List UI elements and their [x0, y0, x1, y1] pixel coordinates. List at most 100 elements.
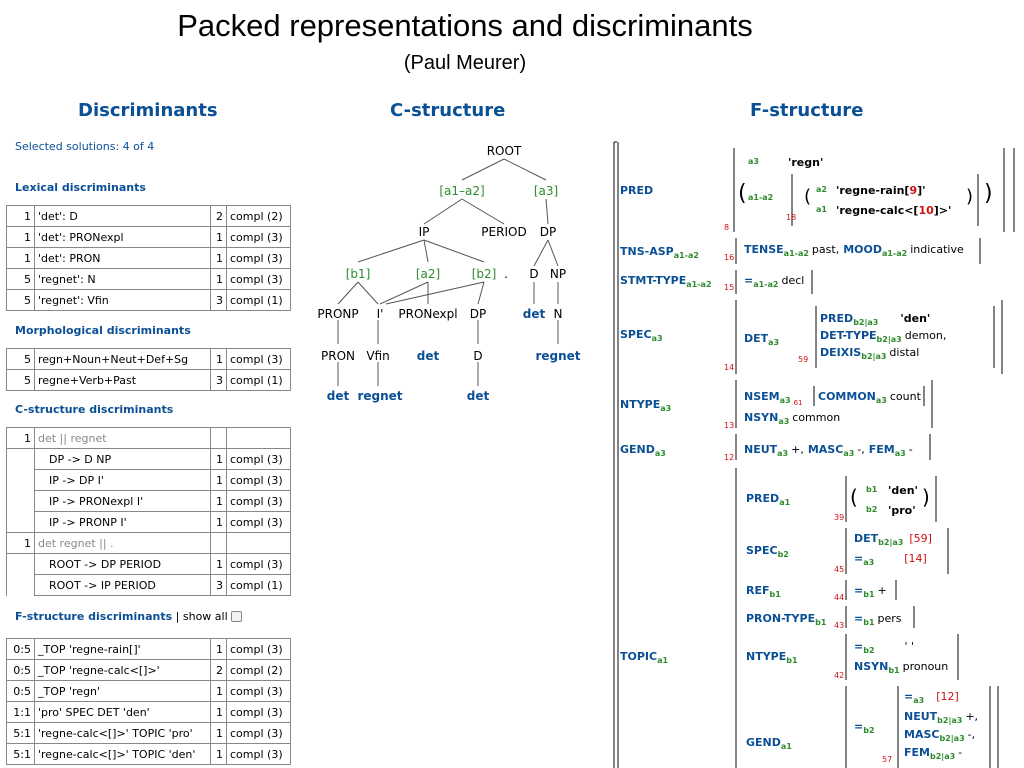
cell-count: 0:5 [6, 659, 35, 681]
cell-num: 1 [210, 701, 227, 723]
table-row[interactable]: 1'det': D 2 compl (2) [6, 205, 291, 227]
fs-spec: SPECa3 [620, 328, 663, 343]
fs-n42: 42 [834, 671, 844, 680]
fs-ntype: NTYPEa3 [620, 398, 671, 413]
fs-nsem: NSEMa3 61 [744, 390, 802, 407]
table-row[interactable]: 1'det': PRONexpl 1 compl (3) [6, 226, 291, 248]
fs-t-ntype: NTYPEb1 [746, 650, 798, 665]
fs-prontype-val: =b1 pers [854, 612, 902, 627]
table-row[interactable]: IP -> DP I' 1 compl (3) [6, 469, 291, 491]
node-dot: . [504, 267, 508, 281]
fs-common: COMMONa3 count [818, 390, 922, 405]
table-row[interactable]: 0:5 _TOP 'regne-calc<[]>' 2 compl (2) [6, 659, 291, 681]
table-row[interactable]: 5:1'regne-calc<[]>' TOPIC 'pro' 1 compl (3… [6, 722, 291, 744]
fs-pred-paren-close: ) [984, 181, 993, 206]
fs-dettype: DET-TYPEb2|a3 demon, [820, 329, 946, 344]
table-row[interactable]: 5'regnet': Vfin 3 compl (1) [6, 289, 291, 311]
fs-stmt: STMT-TYPEa1-a2 [620, 274, 712, 289]
fs-pred-paren-open: ( [738, 181, 747, 206]
fstr-heading: F-structure discriminants | show all [15, 610, 242, 623]
node-b2: [b2] [472, 267, 497, 281]
cell-rule: ROOT -> DP PERIOD [34, 553, 211, 575]
table-row[interactable]: 5 regn+Noun+Neut+Def+Sg 1 compl (3) [6, 348, 291, 370]
cell-rule: DP -> D NP [34, 448, 211, 470]
cell-label: 'det': PRON [34, 247, 211, 269]
fs-ref: REFb1 [746, 584, 781, 599]
node-a2: [a2] [416, 267, 440, 281]
node-pron: PRON [321, 349, 355, 363]
table-row[interactable]: IP -> PRONP I' 1 compl (3) [6, 511, 291, 533]
fs-topic: TOPICa1 [620, 650, 668, 665]
fs-tnsasp: TNS-ASPa1-a2 [620, 245, 699, 260]
node-det3: det [327, 389, 350, 403]
cell-count: 1 [6, 226, 35, 248]
fs-g-eq: =a3 [12] [904, 690, 959, 705]
cell-num: 2 [210, 205, 227, 227]
node-vfin: Vfin [366, 349, 389, 363]
show-all-link[interactable]: | show all [172, 610, 228, 623]
fs-spec-pred: PREDb2|a3'den' [820, 312, 930, 327]
fs-t-pro: 'pro' [888, 504, 916, 517]
cell-count: 0:5 [6, 680, 35, 702]
cell-compl: compl (3) [226, 553, 291, 575]
cstr-heading: C-structure discriminants [15, 403, 174, 416]
fstr-heading-title: F-structure discriminants [15, 610, 173, 623]
cell-count: 1:1 [6, 701, 35, 723]
table-row[interactable]: ROOT -> DP PERIOD 1 compl (3) [6, 553, 291, 575]
node-det4: det [467, 389, 490, 403]
cell-empty [226, 532, 291, 554]
cell-compl: compl (3) [226, 490, 291, 512]
node-np: NP [550, 267, 566, 281]
fs-n43: 43 [834, 621, 844, 630]
node-pronexpl: PRONexpl [398, 307, 457, 321]
cell-num: 1 [210, 348, 227, 370]
group-row[interactable]: 1 det regnet || . [6, 532, 291, 554]
cell-compl: compl (3) [226, 638, 291, 660]
table-row[interactable]: DP -> D NP 1 compl (3) [6, 448, 291, 470]
cstructure-tree: ROOT [a1–a2] [a3] IP PERIOD DP [b1] [a2]… [317, 144, 580, 403]
cell-empty [6, 574, 35, 596]
cell-num: 3 [210, 574, 227, 596]
table-row[interactable]: 0:5 _TOP 'regne-rain[]' 1 compl (3) [6, 638, 291, 660]
show-all-checkbox[interactable] [230, 611, 242, 622]
fs-n18: 18 [786, 213, 796, 222]
table-row[interactable]: IP -> PRONexpl I' 1 compl (3) [6, 490, 291, 512]
table-row[interactable]: 5 regne+Verb+Past 3 compl (1) [6, 369, 291, 391]
table-row[interactable]: 0:5 _TOP 'regn' 1 compl (3) [6, 680, 291, 702]
fs-n12: 12 [724, 453, 734, 462]
cell-rule: IP -> PRONexpl I' [34, 490, 211, 512]
node-root: ROOT [487, 144, 522, 158]
fs-tense: TENSEa1-a2 past, MOODa1-a2 indicative [744, 243, 964, 258]
node-n: N [554, 307, 563, 321]
fs-n57: 57 [882, 755, 892, 764]
fstructure-avm: PRED TNS-ASPa1-a2 STMT-TYPEa1-a2 SPECa3 … [613, 141, 1015, 768]
node-d2: D [473, 349, 482, 363]
table-row[interactable]: 1:1'pro' SPEC DET 'den' 1 compl (3) [6, 701, 291, 723]
cell-label: _TOP 'regn' [34, 680, 211, 702]
table-row[interactable]: 5:1'regne-calc<[]>' TOPIC 'den' 1 compl (3… [6, 743, 291, 765]
table-row[interactable]: ROOT -> IP PERIOD 3 compl (1) [6, 574, 291, 596]
cell-count: 1 [6, 205, 35, 227]
cell-rule: IP -> PRONP I' [34, 511, 211, 533]
node-dp2: DP [470, 307, 486, 321]
fs-n44: 44 [834, 593, 844, 602]
discriminants-heading: Discriminants [78, 100, 218, 121]
cell-num: 3 [210, 369, 227, 391]
cell-compl: compl (3) [226, 348, 291, 370]
node-det1: det [523, 307, 546, 321]
cell-label: 'det': D [34, 205, 211, 227]
cell-num: 1 [210, 469, 227, 491]
group-row[interactable]: 1 det || regnet [6, 427, 291, 449]
cell-empty [6, 553, 35, 575]
fs-pred-inner-paren: ( [804, 186, 811, 207]
cell-count: 0:5 [6, 638, 35, 660]
cell-count: 5:1 [6, 743, 35, 765]
cell-count: 1 [6, 532, 35, 554]
cell-compl: compl (3) [226, 469, 291, 491]
table-row[interactable]: 5'regnet': N 1 compl (3) [6, 268, 291, 290]
fs-det: DETa3 [744, 332, 779, 347]
node-pronp: PRONP [317, 307, 358, 321]
cell-num: 1 [210, 638, 227, 660]
fs-deixis: DEIXISb2|a3 distal [820, 346, 919, 361]
table-row[interactable]: 1'det': PRON 1 compl (3) [6, 247, 291, 269]
